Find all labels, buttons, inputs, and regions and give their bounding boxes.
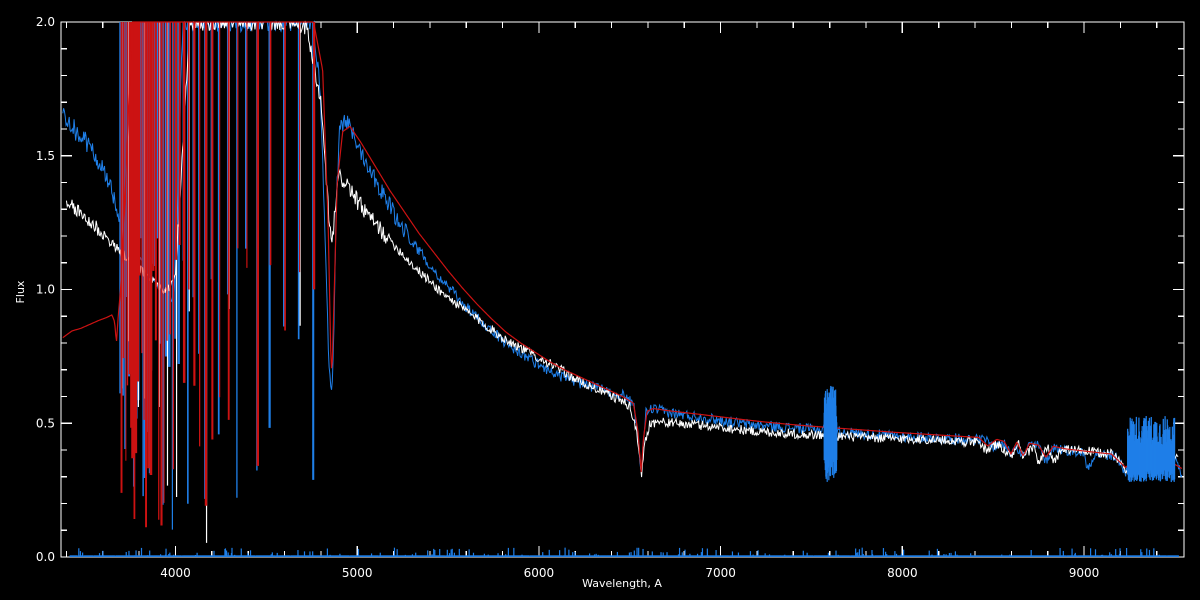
spectrum-trace [62, 21, 1183, 473]
y-axis-tick-label: 2.0 [36, 15, 55, 29]
y-axis-tick-label: 0.5 [36, 416, 55, 430]
series-model-fit-red-spectrum [62, 21, 1183, 528]
y-axis-tick-label: 1.5 [36, 149, 55, 163]
x-axis-tick-label: 7000 [705, 566, 736, 580]
x-axis-tick-label: 9000 [1069, 566, 1100, 580]
y-axis-tick-label: 1.0 [36, 283, 55, 297]
spectrum-trace [65, 20, 1179, 478]
telluric-a-band-noise [69, 385, 1179, 557]
x-axis-tick-labels: 4000 5000 6000 7000 8000 9000 [160, 566, 1099, 580]
x-axis-tick-label: 6000 [524, 566, 555, 580]
y-axis-label: Flux [14, 280, 27, 303]
x-axis-tick-label: 4000 [160, 566, 191, 580]
y-axis-tick-labels: 0.0 0.5 1.0 1.5 2.0 [36, 15, 55, 564]
x-axis-tick-label: 8000 [887, 566, 918, 580]
y-axis-tick-label: 0.0 [36, 550, 55, 564]
x-axis-label: Wavelength, A [582, 577, 662, 590]
spectrum-series-group [62, 20, 1183, 557]
x-axis-tick-label: 5000 [342, 566, 373, 580]
